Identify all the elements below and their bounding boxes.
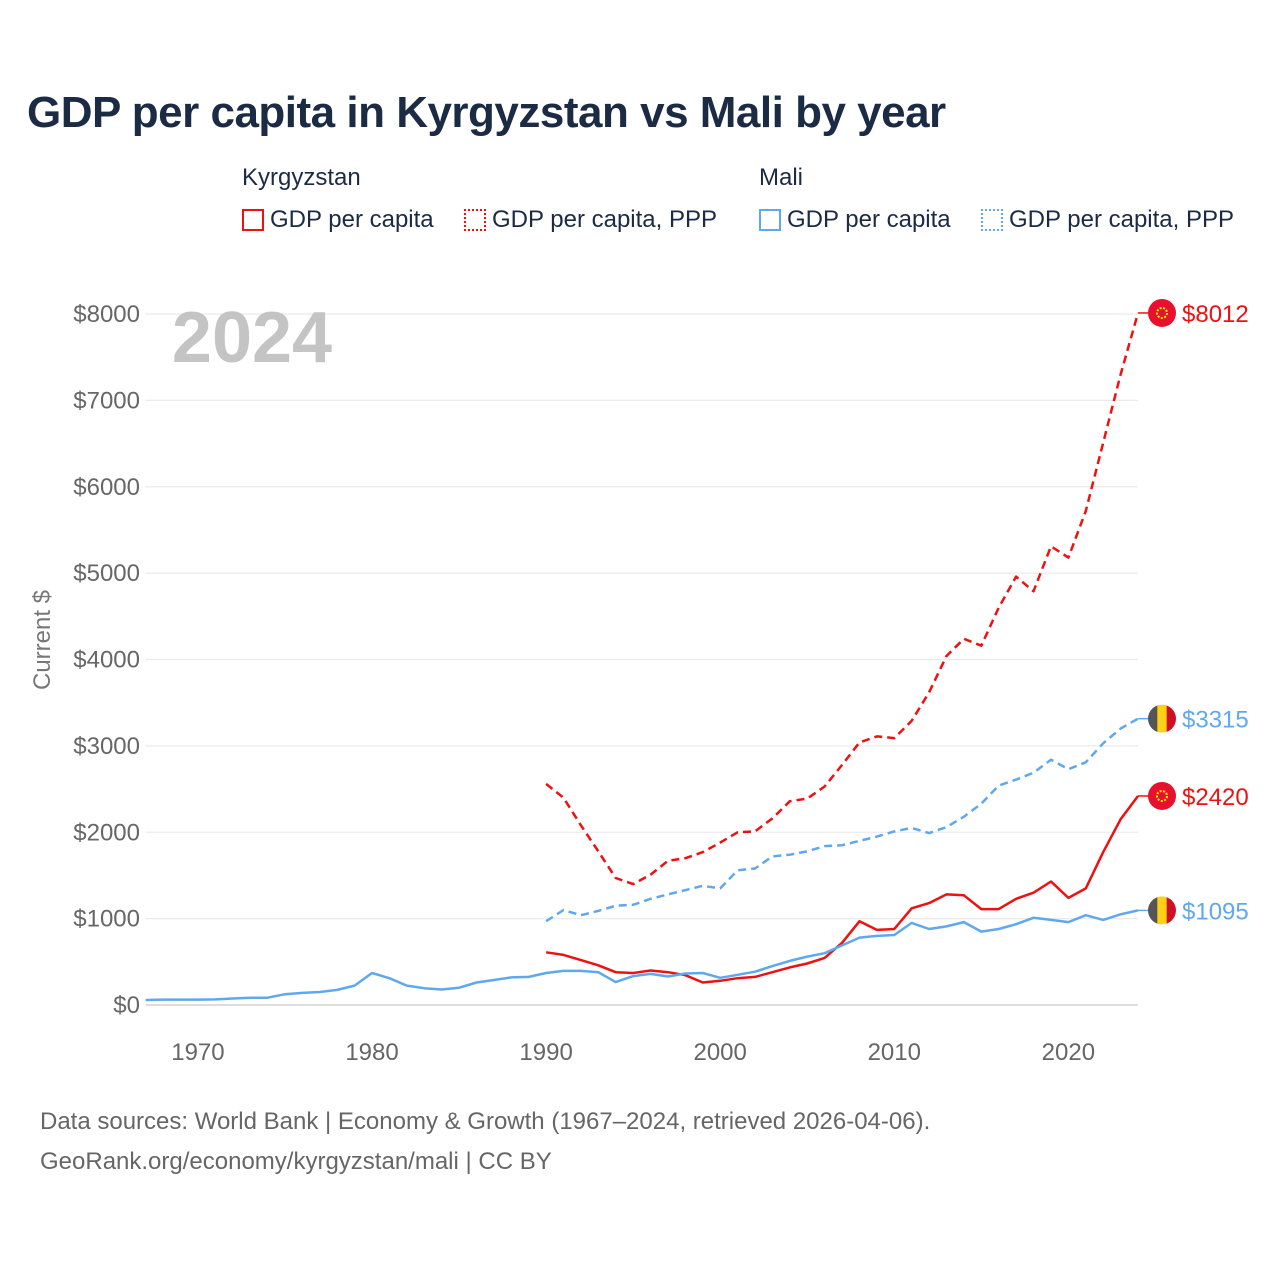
y-tick-label: $3000 xyxy=(73,733,140,760)
end-value-label: $2420 xyxy=(1182,784,1249,811)
x-tick-label: 2020 xyxy=(1042,1039,1095,1066)
y-axis-label: Current $ xyxy=(29,590,56,690)
legend-swatch-solid xyxy=(242,209,264,231)
legend-mli-ppp[interactable]: GDP per capita, PPP xyxy=(981,206,1234,234)
legend-mli-gdp[interactable]: GDP per capita xyxy=(759,206,951,234)
flag-sun-icon xyxy=(1156,306,1168,319)
series-line-mali-gdp-per-capita xyxy=(145,909,1139,1002)
legend-label: GDP per capita xyxy=(787,206,951,233)
legend-label: GDP per capita, PPP xyxy=(492,206,717,233)
y-tick-label: $7000 xyxy=(73,387,140,414)
y-tick-label: $1000 xyxy=(73,906,140,933)
year-watermark: 2024 xyxy=(172,298,332,378)
y-tick-label: $2000 xyxy=(73,819,140,846)
kyrgyzstan-flag-icon xyxy=(1148,781,1176,810)
y-tick-label: $4000 xyxy=(73,647,140,674)
end-value-label: $1095 xyxy=(1182,898,1249,925)
y-tick-label: $0 xyxy=(113,992,140,1019)
flag-stripe xyxy=(1148,896,1158,925)
legend-swatch-solid xyxy=(759,209,781,231)
x-tick-label: 1990 xyxy=(519,1039,572,1066)
y-tick-label: $8000 xyxy=(73,301,140,328)
flag-stripe xyxy=(1166,896,1176,925)
legend-group-kyrgyzstan: Kyrgyzstan xyxy=(242,164,361,191)
flag-stripe xyxy=(1148,704,1158,733)
x-tick-label: 1970 xyxy=(171,1039,224,1066)
legend-group-mali: Mali xyxy=(759,164,804,191)
series-line-mali-gdp-per-capita-ppp xyxy=(545,717,1139,923)
x-tick-label: 1980 xyxy=(345,1039,398,1066)
legend-kgz-ppp[interactable]: GDP per capita, PPP xyxy=(464,206,717,234)
source-url[interactable]: GeoRank.org/economy/kyrgyzstan/mali | CC… xyxy=(40,1148,552,1175)
legend-kgz-gdp[interactable]: GDP per capita xyxy=(242,206,434,234)
flag-stripe xyxy=(1157,704,1168,733)
legend-swatch-dotted xyxy=(464,209,486,231)
mali-flag-icon xyxy=(1148,896,1176,925)
y-tick-label: $6000 xyxy=(73,474,140,501)
kyrgyzstan-flag-icon xyxy=(1148,298,1176,327)
x-tick-label: 2010 xyxy=(868,1039,921,1066)
end-value-label: $8012 xyxy=(1182,301,1249,328)
source-line: Data sources: World Bank | Economy & Gro… xyxy=(40,1108,931,1135)
flag-stripe xyxy=(1166,704,1176,733)
series-line-kyrgyzstan-gdp-per-capita-ppp xyxy=(545,312,1140,886)
legend-swatch-dotted xyxy=(981,209,1003,231)
series-line-kyrgyzstan-gdp-per-capita xyxy=(545,795,1140,984)
flag-sun-icon xyxy=(1156,789,1168,802)
legend-label: GDP per capita, PPP xyxy=(1009,206,1234,233)
end-value-label: $3315 xyxy=(1182,707,1249,734)
y-tick-label: $5000 xyxy=(73,560,140,587)
legend-label: GDP per capita xyxy=(270,206,434,233)
mali-flag-icon xyxy=(1148,704,1176,733)
chart-title: GDP per capita in Kyrgyzstan vs Mali by … xyxy=(27,88,946,137)
x-tick-label: 2000 xyxy=(693,1039,746,1066)
flag-stripe xyxy=(1157,896,1168,925)
